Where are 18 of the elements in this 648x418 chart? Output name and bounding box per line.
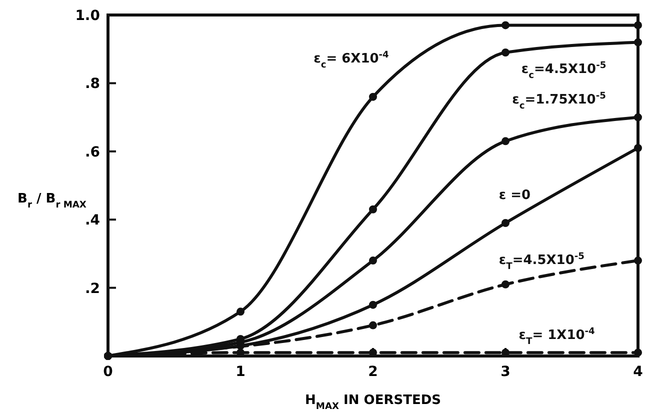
series-label: ε$_{T}$= 1X10$^{-4}$ xyxy=(518,326,595,347)
series-label: ε$_{c}$=4.5X10$^{-5}$ xyxy=(521,60,606,81)
y-tick-label: .6 xyxy=(84,144,100,160)
series-label: ε$_{c}$= 6X10$^{-4}$ xyxy=(314,50,389,71)
y-axis-title: B$_{r}$ / B$_{r MAX}$ xyxy=(18,192,86,211)
series-label: ε$_{c}$=1.75X10$^{-5}$ xyxy=(512,92,606,112)
series-label: ε$_{T}$=4.5X10$^{-5}$ xyxy=(498,252,584,272)
x-tick-label: 3 xyxy=(500,364,510,380)
x-tick-label: 0 xyxy=(103,364,114,380)
y-tick-label: .4 xyxy=(84,212,100,229)
x-axis-title: H$_{MAX}$ IN OERSTEDS xyxy=(305,393,441,412)
x-tick-label: 4 xyxy=(633,364,644,380)
x-tick-label: 1 xyxy=(236,364,246,380)
x-tick-label: 2 xyxy=(368,364,378,380)
y-tick-label: .8 xyxy=(84,76,100,92)
y-tick-label: .2 xyxy=(84,280,100,297)
series-label: ε =0 xyxy=(498,188,531,204)
y-tick-label: 1.0 xyxy=(75,8,100,24)
